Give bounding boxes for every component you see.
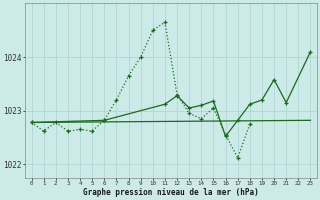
X-axis label: Graphe pression niveau de la mer (hPa): Graphe pression niveau de la mer (hPa) (83, 188, 259, 197)
